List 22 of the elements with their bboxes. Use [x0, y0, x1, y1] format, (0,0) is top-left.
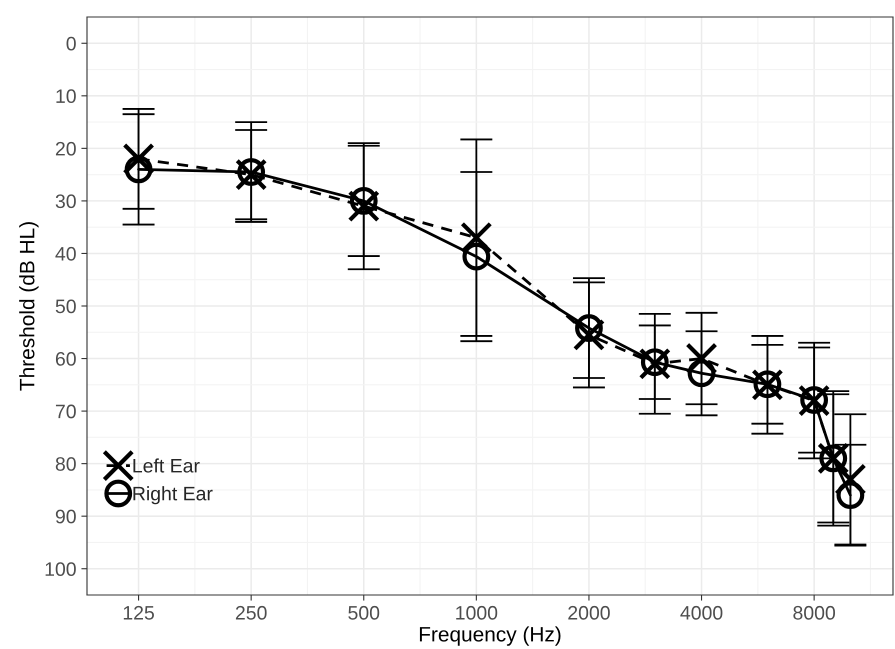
x-tick-label: 2000 — [568, 606, 610, 620]
y-axis-title: Threshold (dB HL) — [19, 222, 39, 391]
y-tick-label: 60 — [56, 352, 76, 366]
x-tick-label: 4000 — [680, 606, 722, 620]
legend-label: Right Ear — [133, 486, 213, 504]
legend-label: Left Ear — [133, 458, 200, 473]
y-tick-label: 90 — [56, 510, 76, 524]
x-tick-label: 500 — [348, 606, 380, 620]
y-tick-label: 20 — [56, 142, 76, 156]
y-tick-label: 0 — [66, 36, 76, 51]
x-tick-label: 250 — [236, 606, 267, 620]
x-tick-label: 8000 — [793, 606, 836, 620]
x-tick-label: 1000 — [456, 606, 498, 620]
y-tick-label: 100 — [46, 562, 76, 576]
y-tick-label: 10 — [56, 89, 76, 104]
y-tick-label: 40 — [55, 246, 76, 261]
y-tick-label: 70 — [56, 404, 76, 418]
y-tick-label: 30 — [56, 194, 76, 208]
y-tick-label: 50 — [56, 299, 76, 314]
y-tick-label: 80 — [56, 457, 76, 471]
x-tick-label: 125 — [124, 606, 154, 620]
x-axis-title: Frequency (Hz) — [420, 626, 560, 646]
